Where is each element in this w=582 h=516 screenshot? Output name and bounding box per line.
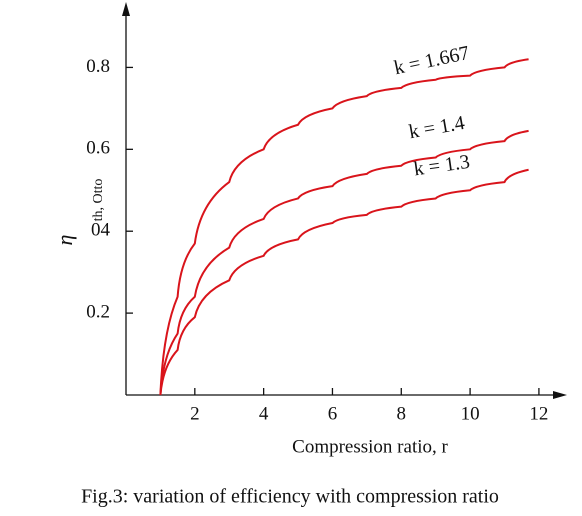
x-tick-label: 2: [190, 403, 200, 424]
efficiency-curve: [159, 58, 529, 396]
y-tick-label: 0.6: [86, 138, 110, 159]
curve-label: k = 1.4: [407, 112, 466, 143]
caption: Fig.3: variation of efficiency with comp…: [81, 486, 499, 508]
curve-label: k = 1.667: [392, 42, 471, 79]
y-tick-label: 04: [91, 220, 111, 241]
x-tick-label: 6: [328, 403, 338, 424]
y-tick-label: 0.2: [86, 301, 110, 322]
y-tick-label: 0.8: [86, 56, 110, 77]
x-tick-label: 8: [397, 403, 407, 424]
x-tick-label: 10: [461, 403, 480, 424]
y-axis-arrow: [122, 2, 130, 16]
y-axis-label-subscript: th, Otto: [91, 179, 106, 222]
efficiency-curve: [159, 129, 529, 396]
efficiency-curve: [159, 168, 529, 396]
curve-label: k = 1.3: [412, 151, 471, 181]
x-axis-label: Compression ratio, r: [292, 436, 448, 457]
x-tick-label: 4: [259, 403, 269, 424]
x-axis-arrow: [553, 391, 567, 399]
y-axis-label: η: [52, 235, 77, 246]
x-tick-label: 12: [529, 403, 548, 424]
